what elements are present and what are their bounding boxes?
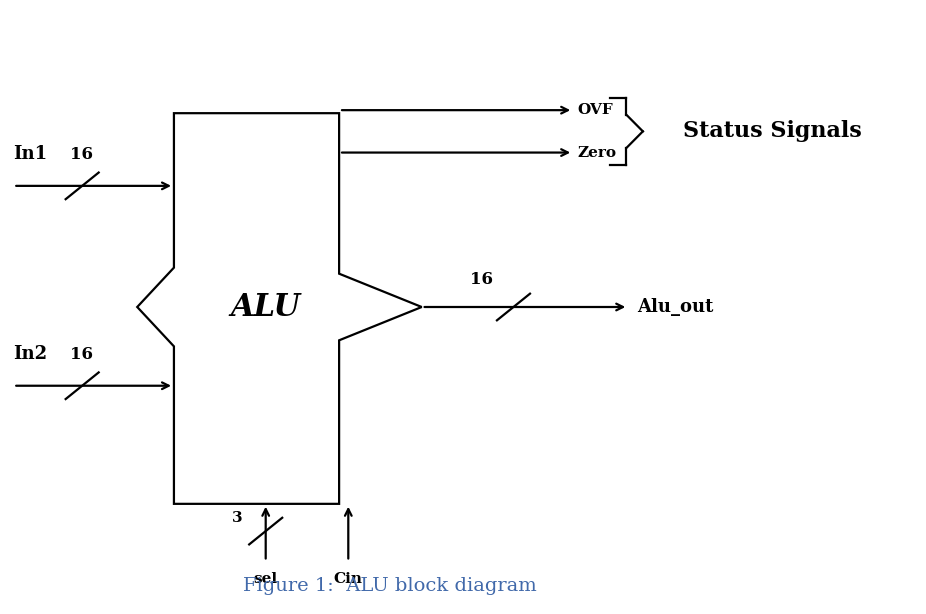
Text: Alu_out: Alu_out (637, 298, 714, 316)
Text: sel: sel (254, 572, 278, 586)
Text: Zero: Zero (578, 146, 617, 160)
Text: Status Signals: Status Signals (683, 120, 862, 142)
Text: OVF: OVF (578, 103, 613, 117)
Text: 16: 16 (70, 146, 94, 163)
Text: 16: 16 (70, 346, 94, 363)
Text: 16: 16 (470, 271, 494, 287)
Text: In2: In2 (13, 344, 47, 363)
Text: Figure 1:  ALU block diagram: Figure 1: ALU block diagram (243, 577, 536, 595)
Text: In1: In1 (13, 145, 47, 163)
Text: Cin: Cin (333, 572, 363, 586)
Text: ALU: ALU (231, 292, 301, 322)
Text: 3: 3 (232, 511, 243, 525)
